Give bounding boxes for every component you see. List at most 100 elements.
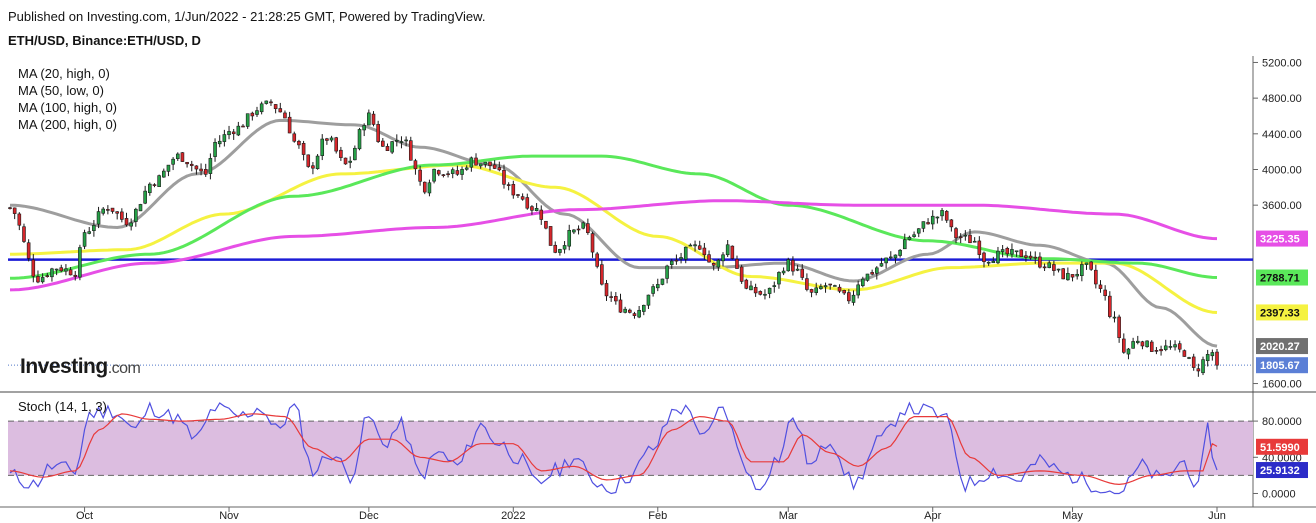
candle-down: [311, 165, 315, 169]
candle-up: [236, 125, 241, 136]
candle-up: [1201, 359, 1205, 374]
candle-up: [721, 254, 725, 262]
candle-down: [194, 165, 199, 170]
candle-down: [800, 268, 805, 278]
candle-down: [26, 242, 31, 259]
stoch-lines: [9, 401, 1218, 495]
candle-up: [399, 141, 404, 143]
price-labels: 3225.35 2788.71 2397.33 2020.27 1805.67 51.59…: [1256, 230, 1308, 479]
candle-down: [1061, 268, 1066, 280]
candle-down: [600, 264, 604, 285]
candle-up: [143, 190, 147, 204]
candle-up: [861, 278, 865, 287]
candle-up: [1047, 262, 1052, 269]
candle-down: [586, 223, 590, 234]
candle-down: [735, 258, 739, 269]
candle-down: [203, 169, 208, 175]
candle-down: [241, 125, 245, 128]
x-tick-label: Feb: [648, 510, 667, 522]
candle-down: [842, 290, 846, 294]
candle-down: [12, 207, 17, 214]
candle-down: [418, 169, 422, 182]
candle-down: [520, 196, 525, 200]
candle-down: [968, 234, 972, 244]
candle-down: [1140, 341, 1145, 347]
candle-up: [217, 140, 222, 145]
candle-up: [1135, 340, 1140, 343]
candle-down: [283, 112, 287, 119]
candle-up: [427, 182, 432, 194]
legend-ma100: MA (100, high, 0): [18, 100, 117, 115]
candle-down: [1028, 255, 1033, 259]
x-tick-label: Dec: [359, 510, 379, 522]
candle-down: [674, 259, 679, 262]
candle-down: [791, 260, 795, 272]
candle-up: [353, 147, 357, 161]
candle-down: [492, 164, 497, 169]
candle-down: [516, 194, 520, 196]
candle-up: [935, 216, 940, 219]
candle-up: [562, 245, 567, 250]
candle-down: [511, 184, 516, 196]
candle-up: [208, 158, 213, 174]
candle-down: [870, 272, 874, 275]
candle-up: [1014, 250, 1019, 253]
candle-down: [1177, 343, 1182, 350]
candle-up: [986, 261, 991, 264]
y-tick-label: 4400.00: [1262, 129, 1302, 141]
candle-up: [902, 239, 907, 250]
ma100-line: [9, 154, 1218, 280]
candle-up: [222, 134, 227, 142]
candle-down: [525, 197, 530, 209]
candle-down: [1019, 249, 1024, 257]
candle-up: [1112, 316, 1117, 319]
candle-down: [958, 236, 963, 239]
candle-down: [1215, 351, 1219, 366]
x-tick-label: Jun: [1208, 510, 1226, 522]
candle-up: [469, 157, 474, 168]
candle-down: [371, 113, 376, 125]
candle-down: [152, 184, 157, 186]
candle-down: [381, 140, 385, 147]
candle-up: [1145, 340, 1149, 348]
candle-up: [912, 234, 916, 237]
x-tick-label: Mar: [779, 510, 798, 522]
stoch-title: Stoch (14, 1, 3): [18, 399, 107, 414]
candle-down: [45, 275, 50, 277]
candle-down: [31, 259, 36, 277]
stoch-d-value-tag-bg: [1256, 438, 1308, 455]
ma50-value-tag-bg: [1256, 304, 1308, 321]
candle-down: [301, 143, 306, 155]
stoch-k-line: [9, 401, 1218, 495]
last-price-tag: 1805.67: [1260, 360, 1300, 372]
ma200-value-tag: 3225.35: [1260, 234, 1300, 246]
candle-down: [944, 211, 949, 221]
candle-up: [749, 285, 753, 291]
candle-down: [1196, 368, 1201, 372]
candle-down: [1159, 349, 1163, 352]
candle-up: [54, 268, 59, 271]
legend-ma200: MA (200, high, 0): [18, 117, 117, 132]
candle-up: [930, 215, 935, 225]
candle-down: [1149, 341, 1154, 352]
candle-down: [530, 206, 534, 211]
candle-down: [809, 289, 814, 293]
candle-up: [1075, 273, 1079, 277]
candle-down: [1038, 256, 1042, 268]
candle-up: [255, 110, 259, 115]
candle-down: [632, 313, 637, 316]
candle-down: [539, 209, 544, 220]
ma20-value-tag: 2020.27: [1260, 341, 1300, 353]
candle-up: [148, 183, 152, 194]
candle-up: [898, 249, 902, 256]
candle-up: [171, 158, 175, 165]
candle-down: [441, 174, 446, 176]
candle-down: [628, 309, 632, 313]
axis-labels: Oct Nov Dec 2022 Feb Mar Apr May Jun 5200.00 4800.…: [76, 57, 1302, 522]
candle-up: [1163, 345, 1168, 350]
candle-down: [609, 296, 613, 298]
candle-down: [455, 170, 460, 175]
candle-down: [1117, 316, 1121, 338]
